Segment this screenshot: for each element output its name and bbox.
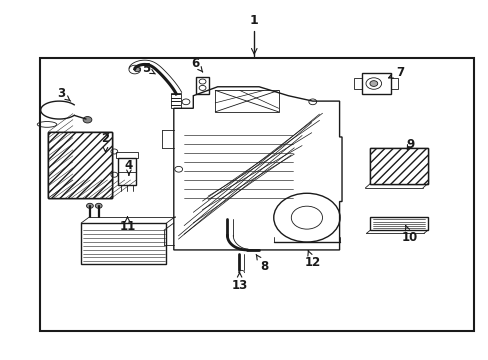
Bar [171,93,181,108]
Bar [369,217,427,230]
Circle shape [369,81,377,86]
Bar [40,58,473,330]
Text: 3: 3 [58,87,70,101]
Text: 2: 2 [102,132,109,152]
Bar [116,152,138,158]
Circle shape [95,203,102,208]
Text: 8: 8 [256,255,267,273]
Text: 10: 10 [401,225,418,244]
Text: 6: 6 [191,57,203,72]
Circle shape [83,117,92,123]
Bar [48,132,112,198]
Bar [195,77,209,94]
Bar [361,73,390,94]
Text: 11: 11 [119,217,135,233]
Text: 5: 5 [142,62,155,75]
Bar [118,158,136,185]
Bar [369,148,427,184]
Circle shape [86,203,93,208]
Text: 12: 12 [304,251,320,269]
Bar [369,148,427,184]
Text: 9: 9 [406,138,413,150]
Text: 1: 1 [249,14,258,27]
Bar [48,132,112,198]
Text: 7: 7 [388,66,404,79]
Text: 13: 13 [231,273,247,292]
Bar [48,132,112,198]
Text: 4: 4 [124,159,133,175]
Bar [353,78,361,89]
Circle shape [134,67,140,72]
Bar [390,78,397,89]
Bar [215,90,278,112]
